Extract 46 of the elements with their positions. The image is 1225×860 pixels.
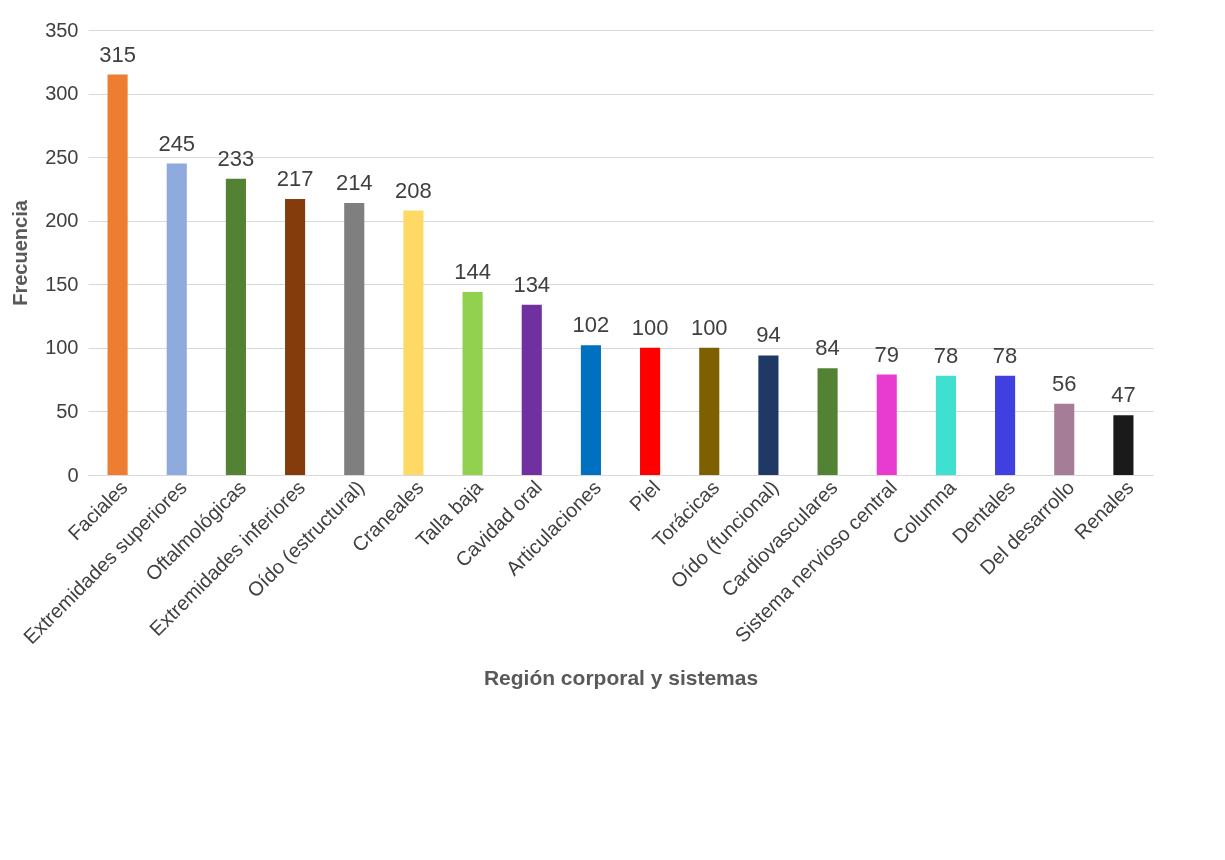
y-tick-label: 150 — [45, 272, 79, 295]
data-label: 144 — [454, 258, 491, 284]
data-label: 100 — [690, 314, 728, 340]
y-tick-label: 350 — [45, 18, 79, 41]
bar — [817, 368, 838, 475]
y-tick-label: 250 — [45, 145, 79, 168]
bar — [166, 163, 187, 475]
data-label: 233 — [217, 145, 255, 171]
y-tick-label: 100 — [45, 336, 79, 359]
bar — [580, 345, 601, 475]
data-label: 102 — [572, 312, 610, 338]
y-tick-label: 0 — [67, 463, 79, 486]
data-label: 78 — [933, 342, 959, 368]
data-label: 134 — [513, 271, 551, 297]
bar — [1054, 403, 1075, 475]
data-label: 56 — [1052, 370, 1077, 396]
y-tick-label: 200 — [45, 209, 79, 232]
bar — [107, 74, 128, 475]
data-label: 315 — [99, 41, 136, 67]
bar — [1113, 415, 1134, 475]
data-label: 245 — [158, 130, 196, 156]
y-axis-title: Frecuencia — [9, 199, 32, 306]
data-label: 94 — [756, 322, 781, 348]
data-label: 47 — [1111, 382, 1136, 408]
bar — [521, 304, 542, 475]
y-tick-label: 50 — [56, 399, 79, 422]
bar — [285, 199, 306, 475]
bar — [935, 375, 956, 475]
data-label: 208 — [395, 177, 432, 203]
bar — [225, 178, 246, 475]
bar — [876, 374, 897, 475]
bar — [640, 347, 661, 475]
bar — [995, 375, 1016, 475]
bar — [758, 355, 779, 475]
data-label: 214 — [335, 169, 373, 195]
data-label: 78 — [992, 342, 1018, 368]
data-label: 100 — [631, 314, 669, 340]
bar — [699, 347, 720, 475]
data-label: 84 — [815, 335, 840, 361]
data-label: 217 — [276, 166, 314, 192]
x-axis-title: Región corporal y sistemas — [483, 666, 759, 690]
bar — [462, 291, 483, 475]
bar — [344, 202, 365, 475]
bar — [403, 210, 424, 475]
data-label: 79 — [874, 341, 899, 367]
y-tick-label: 300 — [45, 82, 79, 105]
